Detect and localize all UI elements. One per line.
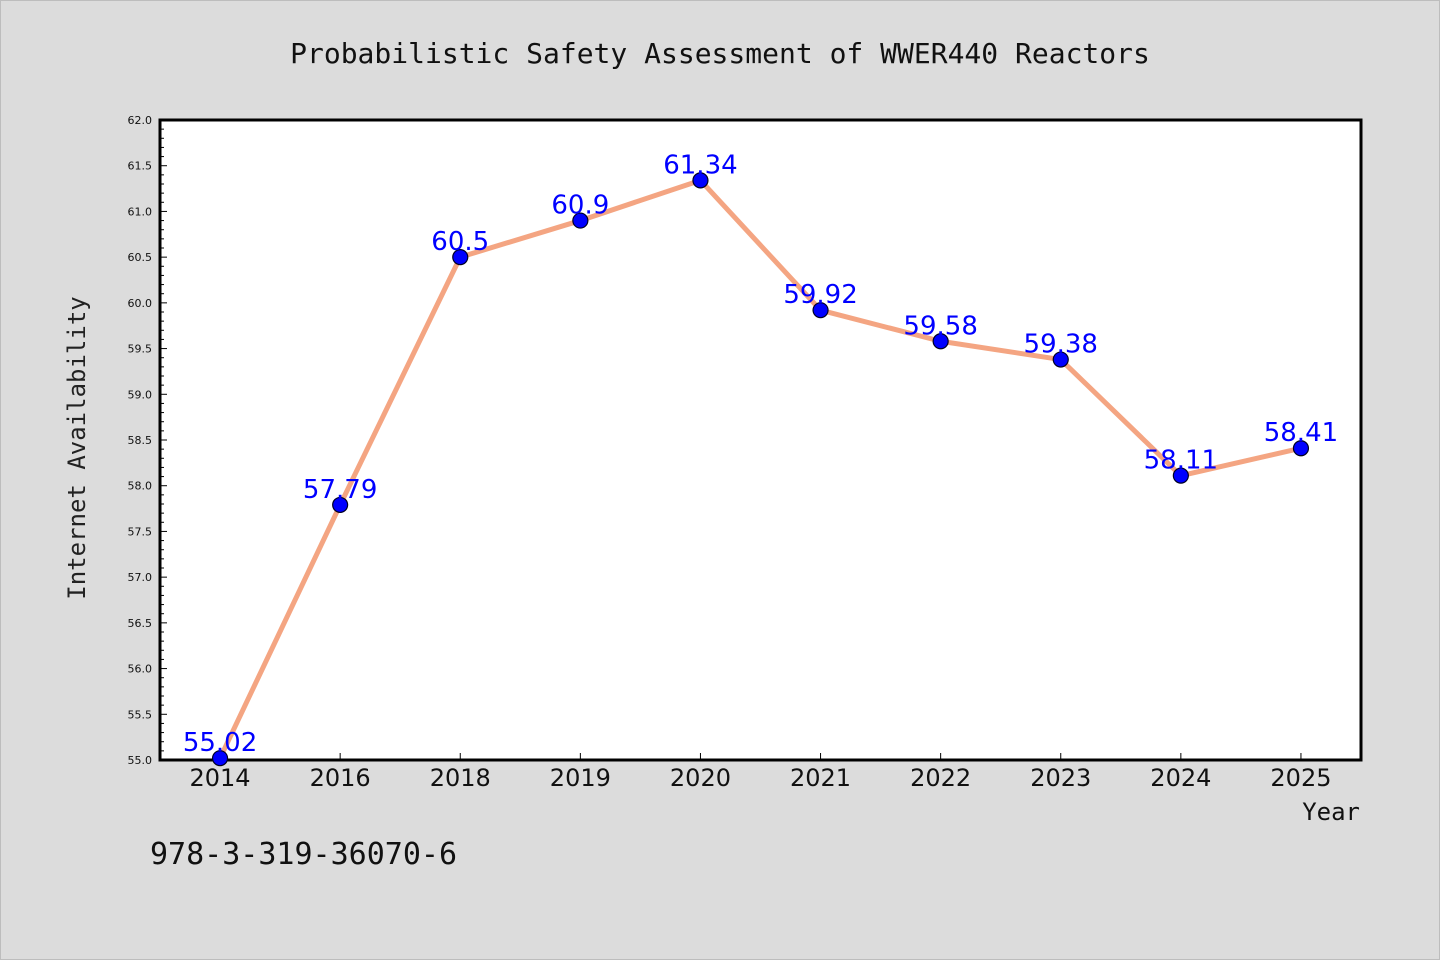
y-tick-label: 57.0 xyxy=(128,571,153,584)
x-tick-label: 2018 xyxy=(430,764,491,792)
y-tick-label: 56.0 xyxy=(128,663,153,676)
data-point xyxy=(572,212,589,229)
y-tick-label: 57.5 xyxy=(128,525,153,538)
y-tick-label: 58.5 xyxy=(128,434,153,447)
y-tick-label: 59.5 xyxy=(128,343,153,356)
data-point xyxy=(1292,440,1310,457)
x-tick-label: 2019 xyxy=(550,764,611,792)
data-point xyxy=(692,172,709,189)
data-point xyxy=(452,249,469,266)
y-tick-label: 58.0 xyxy=(128,480,153,493)
y-tick-label: 62.0 xyxy=(128,114,153,127)
x-tick-label: 2016 xyxy=(310,764,371,792)
data-label: 59.38 xyxy=(1024,330,1098,360)
y-tick-label: 55.5 xyxy=(128,708,153,721)
data-point xyxy=(812,302,829,319)
chart-title: Probabilistic Safety Assessment of WWER4… xyxy=(290,37,1150,70)
x-tick-label: 2023 xyxy=(1030,764,1091,792)
data-point xyxy=(211,750,229,767)
y-tick-label: 60.0 xyxy=(128,297,153,310)
x-axis: 2014 2016 2018 2019 2020 2021 2022 2023 2024 2025 xyxy=(190,753,1331,792)
y-tick-label: 61.5 xyxy=(128,160,153,173)
y-axis: 55.0 55.5 56.0 56.5 57.0 57.5 58.0 58.5 59.0 59.5… xyxy=(128,114,167,767)
data-label: 60.9 xyxy=(551,191,609,221)
data-label: 61.34 xyxy=(663,150,737,180)
y-tick-label: 61.0 xyxy=(128,205,153,218)
data-label: 59.58 xyxy=(903,311,977,341)
data-label: 58.11 xyxy=(1144,446,1218,476)
x-tick-label: 2021 xyxy=(790,764,851,792)
y-tick-label: 60.5 xyxy=(128,251,153,264)
x-tick-label: 2014 xyxy=(190,764,251,792)
isbn-footer: 978-3-319-36070-6 xyxy=(150,837,457,872)
data-point xyxy=(332,496,349,514)
x-tick-label: 2024 xyxy=(1150,764,1211,792)
data-label: 57.79 xyxy=(303,475,377,505)
data-labels: 55.02 57.79 60.5 60.9 61.34 59.92 59.58 59.38 58… xyxy=(183,150,1338,758)
x-tick-label: 2025 xyxy=(1270,764,1331,792)
x-axis-label: Year xyxy=(1302,798,1360,826)
y-tick-label: 59.0 xyxy=(128,388,153,401)
plot-area xyxy=(158,118,1363,762)
y-axis-label: Internet Availability xyxy=(63,296,91,599)
y-tick-label: 56.5 xyxy=(128,617,153,630)
data-label: 59.92 xyxy=(783,280,857,310)
data-point xyxy=(1172,467,1189,484)
data-label: 55.02 xyxy=(183,728,257,758)
data-point xyxy=(1052,351,1069,368)
x-tick-label: 2020 xyxy=(670,764,731,792)
data-label: 60.5 xyxy=(431,227,489,257)
data-label: 58.41 xyxy=(1264,418,1338,448)
x-tick-label: 2022 xyxy=(910,764,971,792)
data-points xyxy=(211,172,1310,767)
data-point xyxy=(932,333,949,350)
series-line xyxy=(217,177,1304,761)
y-tick-label: 55.0 xyxy=(128,754,153,767)
